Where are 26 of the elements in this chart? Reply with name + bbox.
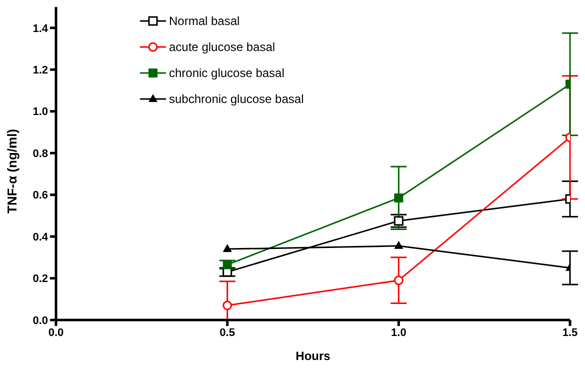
y-tick-label: 0.0 bbox=[32, 314, 48, 327]
y-tick-label: 1.4 bbox=[32, 22, 49, 35]
legend-label: subchronic glucose basal bbox=[169, 92, 304, 106]
y-tick-label: 1.0 bbox=[32, 106, 48, 118]
point bbox=[394, 216, 404, 226]
legend-label: chronic glucose basal bbox=[169, 66, 284, 80]
y-tick-label: 0.4 bbox=[32, 231, 49, 244]
legend-label: acute glucose basal bbox=[169, 40, 276, 54]
y-tick-label: 0.8 bbox=[32, 148, 48, 160]
y-tick-label: 0.2 bbox=[32, 273, 48, 286]
y-axis-title: TNF-α (ng/ml) bbox=[4, 128, 20, 214]
point bbox=[222, 267, 232, 277]
x-tick-label: 1.0 bbox=[391, 326, 406, 339]
point bbox=[222, 300, 232, 310]
point bbox=[394, 276, 404, 286]
point bbox=[222, 244, 232, 252]
legend-label: Normal basal bbox=[169, 14, 240, 28]
y-tick-label: 1.2 bbox=[32, 64, 48, 77]
x-tick-label: 1.5 bbox=[562, 326, 578, 339]
point bbox=[222, 260, 232, 270]
y-tick-label: 0.6 bbox=[32, 190, 48, 202]
x-axis-title: Hours bbox=[296, 349, 331, 363]
x-tick-label: 0.0 bbox=[48, 326, 64, 339]
point bbox=[394, 240, 404, 249]
point bbox=[394, 193, 404, 202]
x-tick-label: 0.5 bbox=[220, 326, 235, 339]
